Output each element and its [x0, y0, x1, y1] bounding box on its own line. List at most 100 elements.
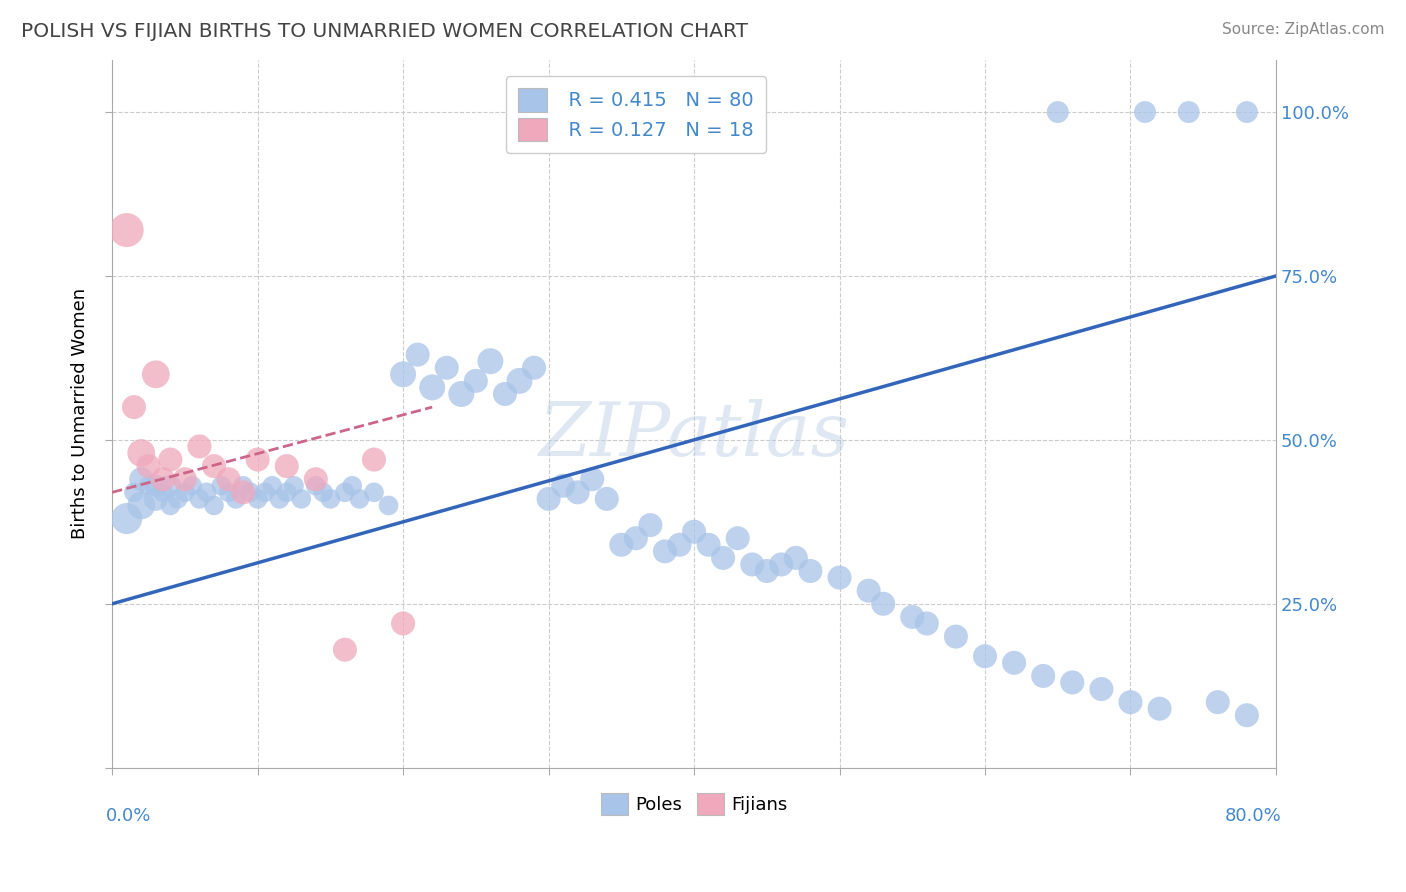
- Point: [174, 472, 197, 486]
- Point: [858, 583, 880, 598]
- Point: [697, 538, 720, 552]
- Point: [553, 479, 575, 493]
- Text: POLISH VS FIJIAN BIRTHS TO UNMARRIED WOMEN CORRELATION CHART: POLISH VS FIJIAN BIRTHS TO UNMARRIED WOM…: [21, 22, 748, 41]
- Point: [508, 374, 530, 388]
- Point: [262, 479, 284, 493]
- Point: [246, 452, 269, 467]
- Point: [654, 544, 676, 558]
- Point: [319, 491, 342, 506]
- Point: [363, 452, 385, 467]
- Point: [1236, 105, 1258, 120]
- Y-axis label: Births to Unmarried Women: Births to Unmarried Women: [72, 288, 89, 540]
- Point: [218, 472, 240, 486]
- Point: [828, 570, 851, 584]
- Point: [312, 485, 335, 500]
- Point: [253, 485, 276, 500]
- Point: [450, 387, 472, 401]
- Point: [610, 538, 633, 552]
- Point: [567, 485, 589, 500]
- Point: [333, 642, 356, 657]
- Point: [755, 564, 778, 578]
- Point: [363, 485, 385, 500]
- Point: [276, 459, 298, 474]
- Point: [727, 531, 749, 545]
- Point: [115, 223, 138, 237]
- Point: [129, 472, 152, 486]
- Point: [523, 360, 546, 375]
- Point: [799, 564, 821, 578]
- Point: [1046, 105, 1069, 120]
- Point: [436, 360, 458, 375]
- Point: [209, 479, 232, 493]
- Point: [122, 400, 145, 414]
- Point: [770, 558, 793, 572]
- Point: [145, 479, 167, 493]
- Point: [1206, 695, 1229, 709]
- Point: [152, 472, 174, 486]
- Text: 80.0%: 80.0%: [1225, 806, 1282, 824]
- Point: [1149, 702, 1171, 716]
- Point: [711, 550, 734, 565]
- Point: [581, 472, 603, 486]
- Point: [1236, 708, 1258, 723]
- Point: [1177, 105, 1199, 120]
- Point: [1119, 695, 1142, 709]
- Point: [188, 491, 211, 506]
- Point: [392, 368, 415, 382]
- Point: [377, 499, 399, 513]
- Point: [406, 348, 429, 362]
- Point: [640, 518, 662, 533]
- Point: [349, 491, 371, 506]
- Text: 0.0%: 0.0%: [107, 806, 152, 824]
- Point: [494, 387, 516, 401]
- Point: [152, 485, 174, 500]
- Point: [188, 439, 211, 453]
- Point: [145, 491, 167, 506]
- Point: [392, 616, 415, 631]
- Point: [1090, 681, 1112, 696]
- Point: [333, 485, 356, 500]
- Point: [195, 485, 218, 500]
- Point: [974, 649, 997, 664]
- Point: [159, 499, 181, 513]
- Point: [246, 491, 269, 506]
- Point: [218, 485, 240, 500]
- Legend: Poles, Fijians: Poles, Fijians: [593, 786, 794, 822]
- Point: [225, 491, 247, 506]
- Point: [305, 472, 328, 486]
- Point: [668, 538, 690, 552]
- Point: [276, 485, 298, 500]
- Point: [1002, 656, 1025, 670]
- Point: [290, 491, 312, 506]
- Point: [785, 550, 807, 565]
- Point: [269, 491, 291, 506]
- Point: [138, 479, 160, 493]
- Point: [166, 491, 188, 506]
- Point: [202, 459, 225, 474]
- Point: [901, 610, 924, 624]
- Point: [945, 630, 967, 644]
- Point: [479, 354, 502, 368]
- Point: [232, 479, 254, 493]
- Point: [1133, 105, 1156, 120]
- Point: [872, 597, 894, 611]
- Point: [138, 459, 160, 474]
- Point: [340, 479, 363, 493]
- Point: [741, 558, 763, 572]
- Point: [537, 491, 560, 506]
- Point: [239, 485, 262, 500]
- Point: [305, 479, 328, 493]
- Point: [159, 452, 181, 467]
- Point: [420, 380, 443, 394]
- Point: [174, 485, 197, 500]
- Point: [129, 446, 152, 460]
- Point: [202, 499, 225, 513]
- Point: [115, 511, 138, 525]
- Text: ZIPatlas: ZIPatlas: [538, 399, 849, 471]
- Point: [915, 616, 938, 631]
- Point: [596, 491, 619, 506]
- Point: [159, 479, 181, 493]
- Point: [181, 479, 204, 493]
- Point: [232, 485, 254, 500]
- Point: [464, 374, 486, 388]
